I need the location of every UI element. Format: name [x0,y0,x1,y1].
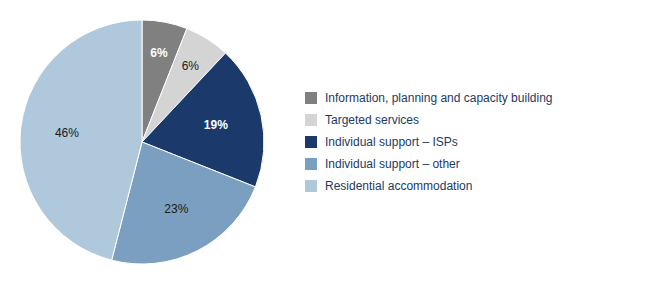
chart-container: 6% 6% 19% 23% 46% Information, planning and c… [0,0,645,284]
data-label: 6% [150,46,168,60]
legend-label: Individual support – ISPs [325,135,458,149]
legend-swatch [305,158,317,170]
data-label: 46% [55,126,79,140]
legend-label: Individual support – other [325,157,460,171]
legend: Information, planning and capacity build… [305,91,552,193]
legend-swatch [305,180,317,192]
legend-swatch [305,136,317,148]
legend-label: Residential accommodation [325,179,472,193]
chart-svg: 6% 6% 19% 23% 46% Information, planning and c… [0,0,645,284]
data-label: 23% [164,202,188,216]
pie-slice [20,20,142,260]
pie-slices [20,20,264,264]
data-label: 19% [204,118,228,132]
legend-label: Information, planning and capacity build… [325,91,552,105]
pie-labels: 6% 6% 19% 23% 46% [55,46,228,216]
data-label: 6% [182,59,200,73]
legend-swatch [305,92,317,104]
legend-swatch [305,114,317,126]
legend-label: Targeted services [325,113,419,127]
